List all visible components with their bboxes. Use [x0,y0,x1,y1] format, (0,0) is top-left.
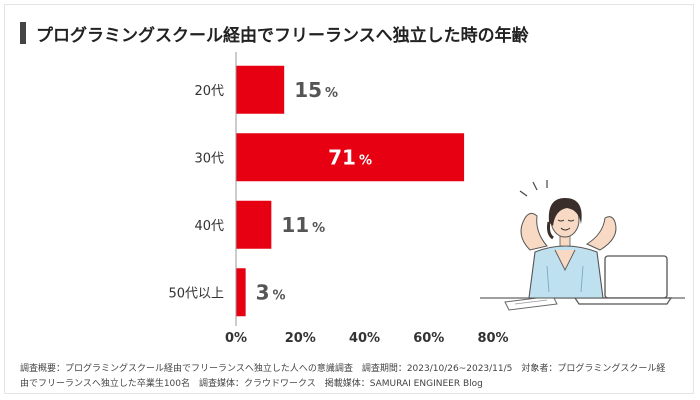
x-tick-label: 0% [225,331,247,346]
x-tick-label: 20% [285,331,316,346]
category-labels: 20代 30代 40代 50代以上 [168,84,224,302]
value-label: 15% [294,78,338,102]
title-accent-bar [20,22,26,44]
bar [236,200,272,249]
x-tick-label: 60% [413,331,444,346]
category-label: 40代 [194,219,224,234]
x-tick-label: 40% [349,331,380,346]
bar [236,268,246,317]
value-label: 3% [256,280,286,304]
category-label: 50代以上 [168,286,224,301]
category-label: 20代 [194,84,224,99]
chart-title: プログラミングスクール経由でフリーランスへ独立した時の年齢 [36,26,529,46]
bars [236,65,465,317]
category-label: 30代 [194,151,224,166]
bar [236,65,285,114]
value-label: 71% [328,145,372,169]
x-tick-label: 80% [477,331,508,346]
chart-frame [4,4,694,394]
bar [236,133,465,182]
woman-stretching-at-laptop-illustration [480,180,685,311]
x-tick-labels: 0% 20% 40% 60% 80% [225,331,509,346]
footnote-line-2: 由でフリーランスへ独立した卒業生100名 調査媒体：クラウドワークス 掲載媒体：… [20,379,483,389]
value-label: 11% [281,213,325,237]
survey-footnote: 調査概要：プログラミングスクール経由でフリーランスへ独立した人への意識調査 調査… [20,362,685,392]
footnote-line-1: 調査概要：プログラミングスクール経由でフリーランスへ独立した人への意識調査 調査… [20,364,666,374]
value-labels: 15 % 71 % 11 % 3% [256,78,372,305]
